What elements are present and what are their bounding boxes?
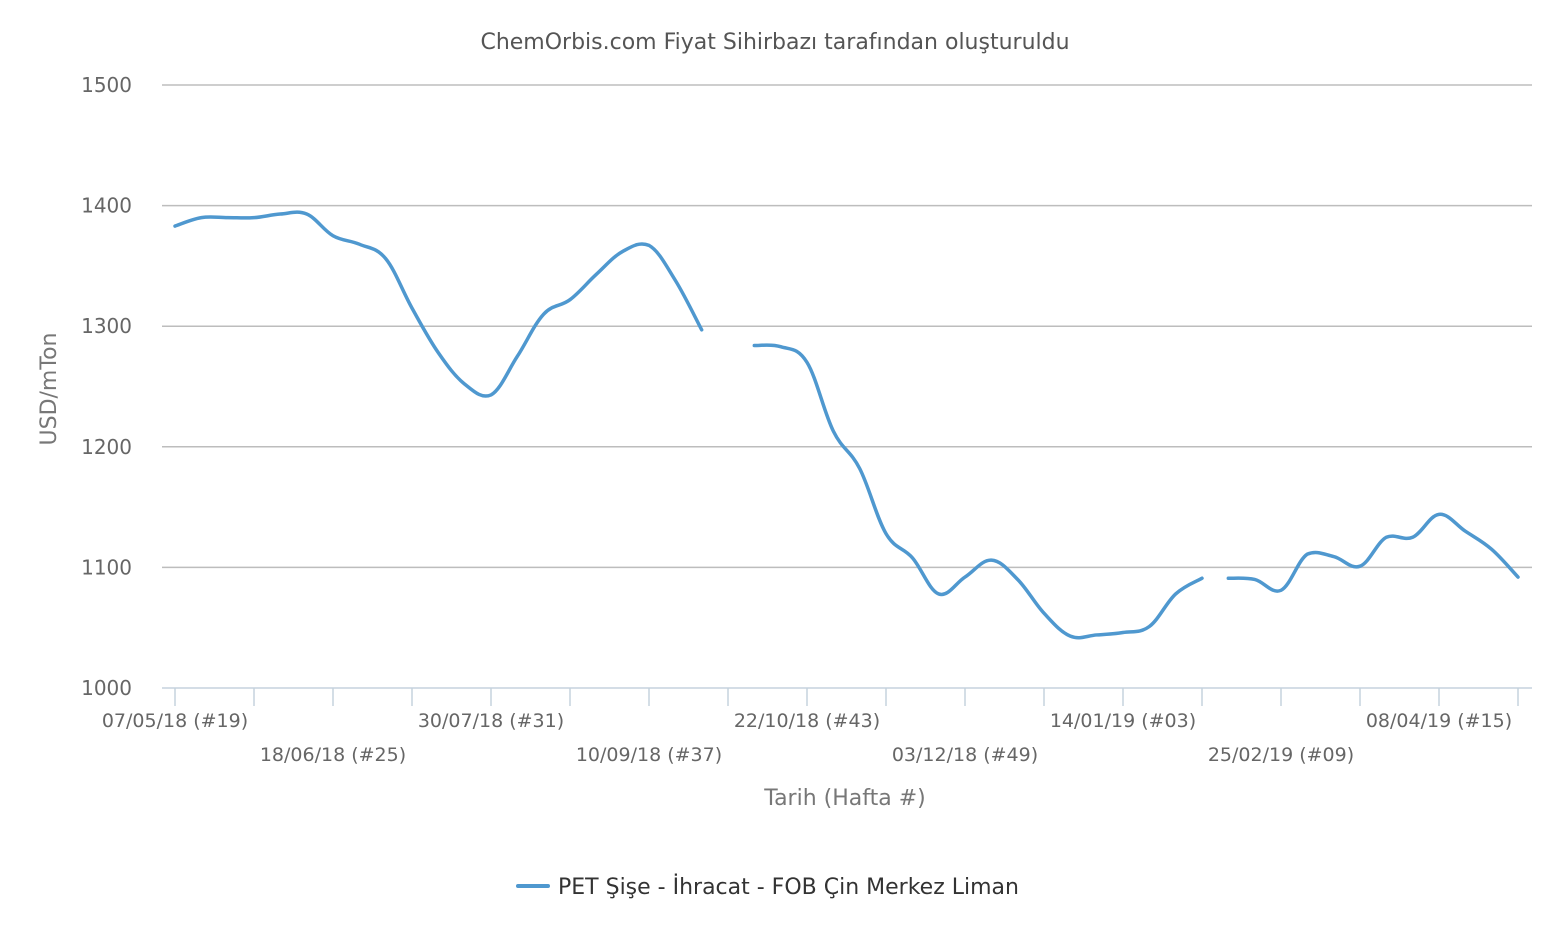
- series-lines: [173, 210, 1520, 640]
- x-axis-title: Tarih (Hafta #): [763, 786, 925, 811]
- y-tick-label: 1200: [81, 435, 132, 459]
- series-line-segment[interactable]: [173, 210, 704, 398]
- x-axis-ticks: [174, 688, 1519, 706]
- x-tick-label: 08/04/19 (#15): [1366, 710, 1512, 732]
- series-line-segment[interactable]: [1226, 512, 1520, 593]
- chart-title: ChemOrbis.com Fiyat Sihirbazı tarafından…: [480, 30, 1069, 55]
- x-tick-label: 25/02/19 (#09): [1208, 744, 1354, 766]
- x-tick-label: 18/06/18 (#25): [260, 744, 406, 766]
- x-tick-label: 30/07/18 (#31): [418, 710, 564, 732]
- y-tick-label: 1000: [81, 676, 132, 700]
- y-tick-label: 1400: [81, 194, 132, 218]
- legend[interactable]: PET Şişe - İhracat - FOB Çin Merkez Lima…: [516, 874, 1019, 900]
- x-tick-label: 03/12/18 (#49): [892, 744, 1038, 766]
- x-tick-label: 10/09/18 (#37): [576, 744, 722, 766]
- y-axis-ticks: 1000 1100 1200 1300 1400 1500: [81, 73, 132, 700]
- gridlines: [162, 84, 1532, 569]
- x-axis-tick-labels: 07/05/18 (#19) 18/06/18 (#25) 30/07/18 (#3…: [102, 710, 1512, 766]
- x-tick-label: 14/01/19 (#03): [1050, 710, 1196, 732]
- y-tick-label: 1300: [81, 314, 132, 338]
- x-tick-label: 22/10/18 (#43): [734, 710, 880, 732]
- y-axis-title: USD/mTon: [37, 333, 62, 446]
- x-tick-label: 07/05/18 (#19): [102, 710, 248, 732]
- series-line-segment[interactable]: [752, 343, 1204, 640]
- legend-label: PET Şişe - İhracat - FOB Çin Merkez Lima…: [558, 874, 1019, 900]
- y-tick-label: 1100: [81, 555, 132, 579]
- y-tick-label: 1500: [81, 73, 132, 97]
